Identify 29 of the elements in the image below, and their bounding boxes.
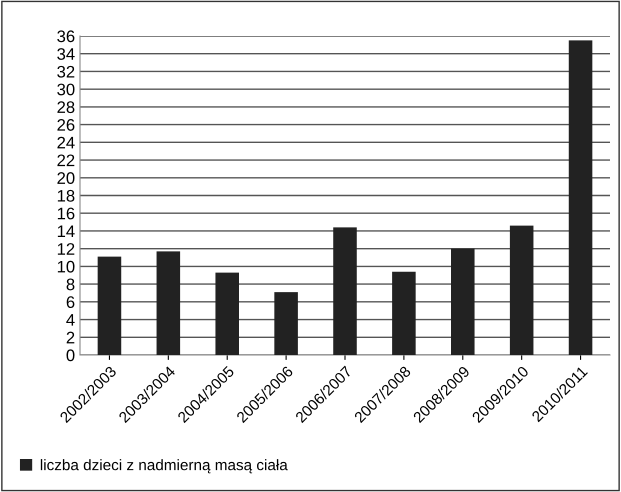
y-tick-label: 18 [58, 190, 74, 202]
y-tick-label: 14 [58, 226, 75, 237]
y-tick-label: 12 [58, 243, 74, 255]
y-tick-label: 16 [58, 208, 74, 220]
y-tick-label: 6 [66, 296, 74, 308]
y-tick-label: 20 [57, 172, 74, 184]
y-tick-label: 10 [58, 260, 74, 273]
bar [156, 251, 180, 355]
y-tick-label: 22 [57, 154, 74, 166]
y-tick-label: 28 [57, 101, 74, 114]
bar [215, 272, 239, 355]
bar [392, 272, 416, 355]
y-tick-label: 32 [57, 66, 74, 78]
y-tick-label: 26 [57, 119, 74, 131]
y-tick-label: 24 [57, 136, 75, 148]
y-tick-label: 30 [57, 84, 74, 96]
legend-label: liczba dzieci z nadmierną masą ciała [40, 459, 288, 474]
bar [333, 227, 357, 355]
y-tick-label: 2 [66, 332, 74, 344]
y-tick-label: 36 [57, 30, 74, 42]
y-tick-label: 4 [66, 314, 75, 326]
bar [568, 40, 592, 355]
bar [98, 256, 122, 355]
bar [274, 292, 298, 355]
bar [451, 248, 475, 355]
y-tick-label: 8 [66, 278, 74, 290]
y-tick-label: 0 [66, 349, 74, 362]
y-tick-label: 34 [57, 48, 75, 60]
bar [510, 226, 534, 355]
